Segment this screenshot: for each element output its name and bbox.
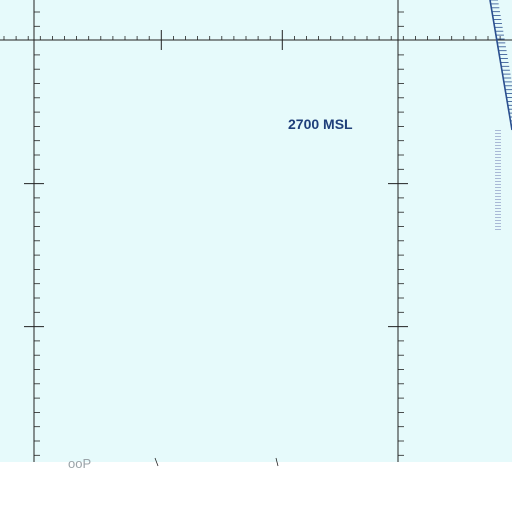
partial-place-label: ooP bbox=[68, 456, 91, 471]
altitude-label: 2700 MSL bbox=[288, 116, 353, 132]
airspace-boundary-line bbox=[489, 0, 512, 131]
blank-margin bbox=[0, 462, 512, 512]
partial-tick bbox=[154, 457, 159, 467]
partial-tick bbox=[275, 457, 279, 467]
water-area bbox=[0, 0, 512, 462]
lat-long-graticule bbox=[0, 0, 512, 467]
